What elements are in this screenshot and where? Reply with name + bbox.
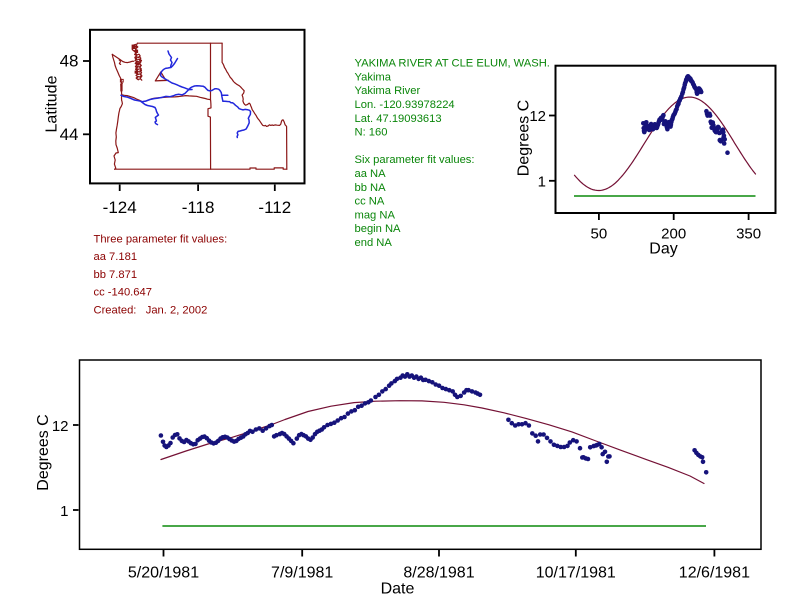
svg-text:Three parameter fit values:: Three parameter fit values: xyxy=(94,234,228,246)
svg-text:50: 50 xyxy=(591,225,608,242)
svg-text:Six parameter fit values:: Six parameter fit values: xyxy=(355,154,475,166)
svg-text:begin NA: begin NA xyxy=(355,223,402,235)
svg-text:aa 7.181: aa 7.181 xyxy=(94,251,138,263)
svg-text:Degrees C: Degrees C xyxy=(35,414,52,490)
svg-text:-124: -124 xyxy=(103,198,137,217)
svg-text:cc -140.647: cc -140.647 xyxy=(94,287,152,299)
svg-text:-112: -112 xyxy=(258,198,291,217)
svg-text:Latitude: Latitude xyxy=(44,75,61,132)
svg-text:1: 1 xyxy=(538,173,546,190)
svg-text:N: 160: N: 160 xyxy=(355,127,388,139)
svg-text:10/17/1981: 10/17/1981 xyxy=(536,564,616,581)
svg-text:350: 350 xyxy=(736,225,761,242)
svg-text:cc NA: cc NA xyxy=(355,196,385,208)
svg-text:Yakima: Yakima xyxy=(355,71,392,83)
svg-text:12: 12 xyxy=(52,418,69,435)
svg-text:12: 12 xyxy=(529,108,546,125)
svg-text:YAKIMA RIVER AT CLE ELUM, WASH: YAKIMA RIVER AT CLE ELUM, WASH. xyxy=(355,58,550,70)
svg-text:200: 200 xyxy=(661,225,686,242)
svg-text:end NA: end NA xyxy=(355,237,393,249)
svg-text:Day: Day xyxy=(649,241,677,258)
svg-text:12/6/1981: 12/6/1981 xyxy=(679,564,750,581)
svg-text:bb 7.871: bb 7.871 xyxy=(94,269,138,281)
svg-text:Lon. -120.93978224: Lon. -120.93978224 xyxy=(355,99,455,111)
svg-text:Created: Jan. 2, 2002: Created: Jan. 2, 2002 xyxy=(94,304,208,316)
svg-text:48: 48 xyxy=(60,52,79,71)
svg-text:mag NA: mag NA xyxy=(355,209,396,221)
svg-text:Yakima River: Yakima River xyxy=(355,85,421,97)
svg-text:Date: Date xyxy=(381,581,415,598)
svg-text:7/9/1981: 7/9/1981 xyxy=(271,564,333,581)
svg-text:-118: -118 xyxy=(182,198,215,217)
svg-text:bb NA: bb NA xyxy=(355,182,387,194)
svg-text:5/20/1981: 5/20/1981 xyxy=(128,564,199,581)
svg-text:Degrees C: Degrees C xyxy=(515,100,532,176)
svg-text:Lat. 47.19093613: Lat. 47.19093613 xyxy=(355,113,442,125)
svg-text:8/28/1981: 8/28/1981 xyxy=(403,564,474,581)
svg-text:aa NA: aa NA xyxy=(355,168,387,180)
svg-text:1: 1 xyxy=(60,503,68,520)
svg-text:44: 44 xyxy=(60,125,79,144)
